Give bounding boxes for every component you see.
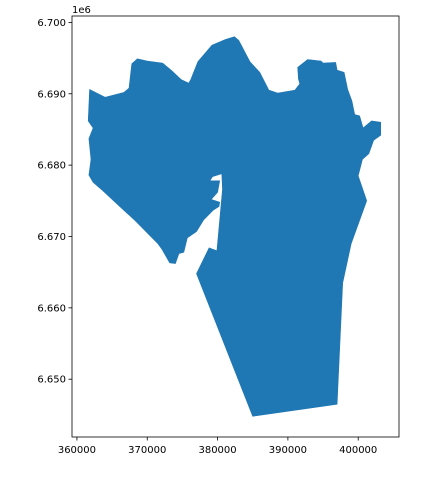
y-offset-label: 1e6	[72, 5, 91, 16]
y-tick-label: 6.670	[37, 232, 66, 243]
y-tick-label: 6.690	[37, 89, 66, 100]
y-tick-label: 6.650	[37, 375, 66, 386]
y-tick-label: 6.660	[37, 303, 66, 314]
x-tick-label: 370000	[128, 445, 166, 456]
x-tick-label: 400000	[339, 445, 377, 456]
x-tick-label: 390000	[269, 445, 307, 456]
axes-frame	[71, 15, 400, 438]
y-axis: 6.650 6.660 6.670 6.680 6.690 6.700	[37, 18, 72, 386]
x-axis: 360000 370000 380000 390000 400000	[58, 437, 377, 456]
x-tick-label: 380000	[198, 445, 236, 456]
region-layer	[87, 36, 382, 417]
x-tick-label: 360000	[58, 445, 96, 456]
y-tick-label: 6.680	[37, 161, 66, 172]
y-tick-label: 6.700	[37, 18, 66, 29]
region-polygon	[87, 36, 382, 417]
